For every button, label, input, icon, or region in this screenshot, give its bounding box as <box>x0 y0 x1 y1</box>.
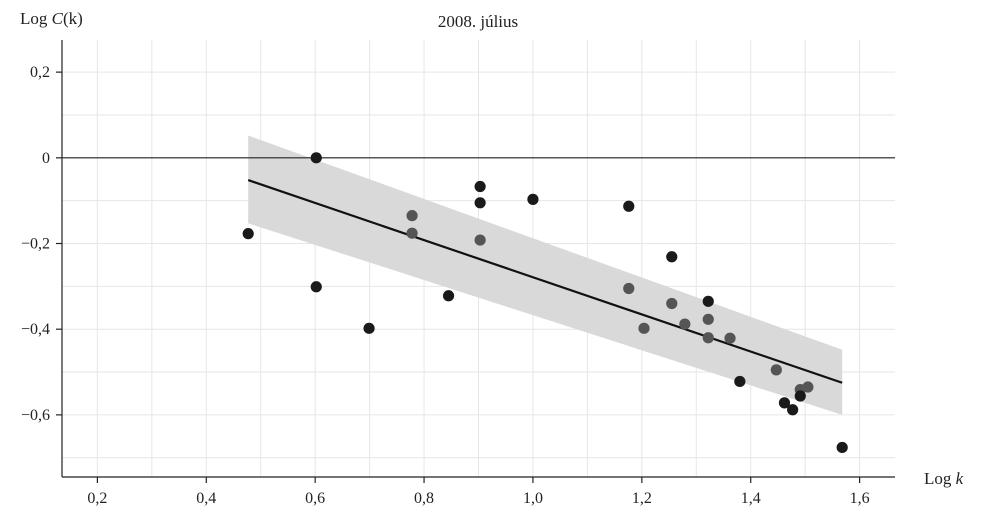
x-tick-label: 0,2 <box>87 490 107 507</box>
grid <box>62 40 895 477</box>
data-point <box>310 152 322 164</box>
x-axis-label-prefix: Log <box>924 469 956 488</box>
x-tick-label: 1,2 <box>632 490 652 507</box>
data-point <box>310 281 322 293</box>
data-point <box>702 332 714 344</box>
data-points <box>242 152 848 454</box>
data-point <box>406 227 418 239</box>
data-point <box>778 397 791 409</box>
y-tick-label: 0,2 <box>30 64 50 81</box>
data-point <box>702 313 714 325</box>
data-point <box>802 381 814 393</box>
y-tick-label: 0 <box>42 150 50 167</box>
x-axis-label-variable: k <box>956 469 964 488</box>
y-axis-label-suffix: (k) <box>63 9 83 28</box>
y-tick-label: −0,6 <box>21 407 50 424</box>
y-axis-label: Log C(k) <box>20 9 83 28</box>
data-point <box>770 364 782 376</box>
fit-line-group <box>247 179 843 384</box>
data-point <box>442 290 455 302</box>
data-point <box>474 234 486 246</box>
y-tick-label: −0,2 <box>21 236 50 253</box>
data-point <box>638 322 650 334</box>
data-point <box>406 210 418 222</box>
x-tick-label: 1,0 <box>523 490 543 507</box>
data-point <box>679 318 691 330</box>
data-point <box>724 332 736 344</box>
data-point <box>474 180 486 193</box>
data-point <box>836 441 848 454</box>
y-axis-label-prefix: Log <box>20 9 52 28</box>
data-point <box>474 197 486 209</box>
data-point <box>527 193 539 205</box>
data-point <box>623 200 635 212</box>
tick-labels: 0,2 0,4 0,6 0,8 1,0 1,2 1,4 1,6 0,2 0 −0,2 −0,4 −0,6 <box>21 64 870 507</box>
x-tick-label: 1,4 <box>741 490 761 507</box>
data-point <box>242 228 254 240</box>
y-axis-label-variable: C <box>52 9 64 28</box>
x-tick-label: 0,8 <box>414 490 434 507</box>
x-tick-label: 0,4 <box>196 490 216 507</box>
confidence-band-group <box>248 135 843 415</box>
data-point <box>734 375 746 388</box>
chart-title: 2008. július <box>438 12 518 31</box>
regression-line <box>247 179 843 384</box>
data-point <box>666 251 678 263</box>
y-tick-label: −0,4 <box>21 321 50 338</box>
data-point <box>363 322 375 334</box>
axes <box>61 40 895 478</box>
data-point <box>702 295 714 307</box>
data-point <box>794 390 806 402</box>
x-tick-label: 1,6 <box>850 490 870 507</box>
confidence-band <box>248 135 843 415</box>
data-point <box>787 404 799 416</box>
data-point <box>666 297 678 310</box>
data-point <box>623 282 635 295</box>
x-axis-label: Log k <box>924 469 964 488</box>
x-tick-label: 0,6 <box>305 490 325 507</box>
